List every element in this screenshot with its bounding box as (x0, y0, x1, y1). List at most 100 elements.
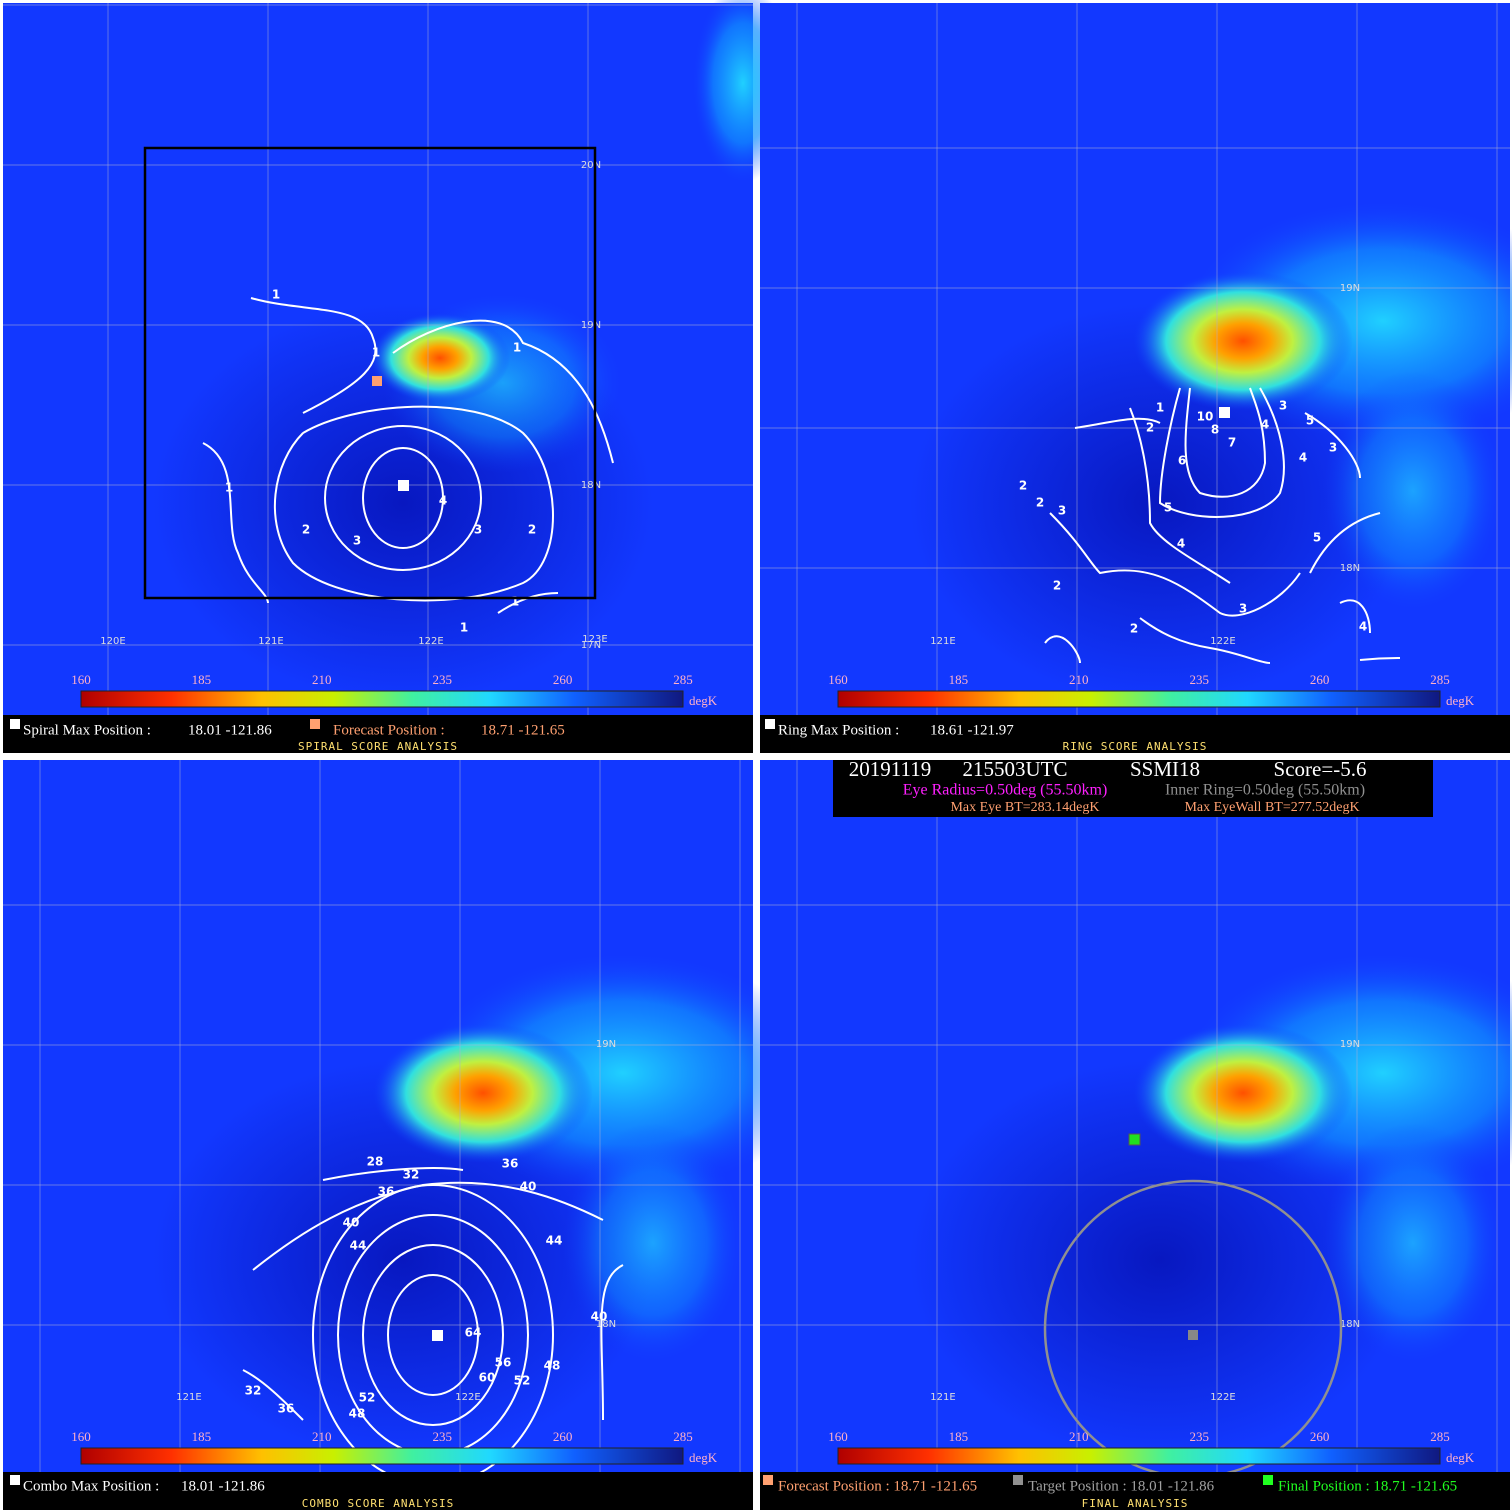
search-box (143, 146, 597, 600)
grid-label: 19N (1340, 1039, 1360, 1050)
footer-text: Combo Max Position : (23, 1478, 159, 1494)
colorbar-tick-label: 185 (192, 1429, 212, 1444)
colorbar-tick-label: 285 (673, 672, 693, 687)
header-box (833, 760, 1433, 817)
contour-label: 4 (1177, 537, 1185, 551)
contour-label: 40 (520, 1180, 537, 1194)
grid-label: 121E (258, 636, 283, 647)
contour-label: 5 (1306, 414, 1314, 428)
contour-label: 8 (1211, 423, 1219, 437)
contour-label: 1 (225, 481, 233, 495)
colorbar (80, 690, 684, 708)
grid-label: 20N (581, 160, 601, 171)
footer (760, 715, 1510, 753)
panel-title: SPIRAL SCORE ANALYSIS (298, 740, 458, 753)
contour-label: 4 (1261, 418, 1269, 432)
header-text: Score=-5.6 (1274, 757, 1367, 781)
footer-text: Forecast Position : (333, 722, 445, 738)
contour-line (1359, 657, 1401, 661)
contour-line (1304, 412, 1361, 479)
footer-text: 18.01 -121.86 (188, 722, 272, 738)
contour-label: 2 (1146, 421, 1154, 435)
contour-label: 5 (1164, 501, 1172, 515)
legend-square (1263, 1475, 1273, 1485)
contour-line (497, 592, 559, 614)
colorbar (80, 1447, 684, 1465)
footer-text: 18.71 -121.65 (481, 722, 565, 738)
contour-label: 2 (302, 523, 310, 537)
grid-label: 18N (596, 1319, 616, 1330)
grid-label: 18N (1340, 563, 1360, 574)
grid-label: 19N (596, 1039, 616, 1050)
max-marker (1219, 407, 1230, 418)
header-text: SSMI18 (1130, 757, 1200, 781)
contour-line (362, 447, 445, 549)
contour-label: 2 (528, 523, 536, 537)
grid-label: 121E (930, 1392, 955, 1403)
hot-spot (373, 1023, 593, 1163)
contour-label: 1 (513, 341, 521, 355)
grid-label: 122E (1210, 1392, 1235, 1403)
contour-label: 36 (378, 1185, 395, 1199)
legend-square (10, 1475, 20, 1485)
colorbar-tick-label: 210 (312, 1429, 332, 1444)
contour-line (1074, 417, 1161, 429)
contour-label: 3 (1239, 602, 1247, 616)
grid-label: 17N (581, 640, 601, 651)
colorbar-tick-label: 285 (673, 1429, 693, 1444)
contour-line (1044, 635, 1081, 664)
contour-label: 1 (1156, 401, 1164, 415)
contour-label: 3 (353, 534, 361, 548)
contour-line (362, 1244, 505, 1426)
contour-label: 2 (1053, 579, 1061, 593)
contour-label: 32 (245, 1384, 262, 1398)
contour-label: 1 (460, 621, 468, 635)
grid-label: 19N (581, 320, 601, 331)
footer-text: Target Position : 18.01 -121.86 (1028, 1478, 1215, 1494)
hot-spot (370, 313, 510, 403)
footer-text: 18.01 -121.86 (181, 1478, 265, 1494)
contour-label: 44 (546, 1234, 563, 1248)
header-text: 215503UTC (963, 757, 1068, 781)
colorbar-tick-label: 210 (312, 672, 332, 687)
warm-region (563, 1123, 743, 1363)
colorbar-tick-label: 185 (949, 672, 969, 687)
colorbar-tick-label: 235 (432, 1429, 452, 1444)
legend-square (1013, 1475, 1023, 1485)
contour-label: 64 (465, 1326, 482, 1340)
contour-label: 32 (403, 1168, 420, 1182)
forecast-marker (372, 376, 382, 386)
colorbar-tick-label: 285 (1430, 672, 1450, 687)
contour-label: 44 (350, 1239, 367, 1253)
colorbar-tick-label: 185 (192, 672, 212, 687)
header-text: Max Eye BT=283.14degK (950, 800, 1099, 815)
grid-label: 120E (100, 636, 125, 647)
header-text: 20191119 (849, 757, 931, 781)
contour-label: 36 (502, 1157, 519, 1171)
colorbar-tick-label: 160 (71, 1429, 91, 1444)
contour-label: 4 (439, 494, 447, 508)
panel-title: RING SCORE ANALYSIS (1063, 740, 1208, 753)
contour-label: 3 (474, 523, 482, 537)
grid-label: 121E (930, 636, 955, 647)
contour-label: 48 (349, 1407, 366, 1421)
footer-text: Final Position : 18.71 -121.65 (1278, 1478, 1457, 1494)
colorbar-tick-label: 285 (1430, 1429, 1450, 1444)
legend-square (763, 1475, 773, 1485)
colorbar-unit: degK (1446, 1450, 1475, 1465)
footer-text: Ring Max Position : (778, 722, 899, 738)
warm-region (1323, 371, 1503, 611)
contour-label: 4 (1359, 620, 1367, 634)
contour-line (273, 405, 554, 602)
contour-line (250, 297, 377, 414)
contour-label: 2 (1036, 496, 1044, 510)
colorbar-unit: degK (689, 693, 718, 708)
colorbar-tick-label: 185 (949, 1429, 969, 1444)
colorbar-tick-label: 235 (1189, 672, 1209, 687)
contour-line (1129, 407, 1231, 584)
colorbar (837, 1447, 1441, 1465)
max-marker (398, 480, 409, 491)
footer-text: Forecast Position : 18.71 -121.65 (778, 1478, 977, 1494)
colorbar-unit: degK (1446, 693, 1475, 708)
